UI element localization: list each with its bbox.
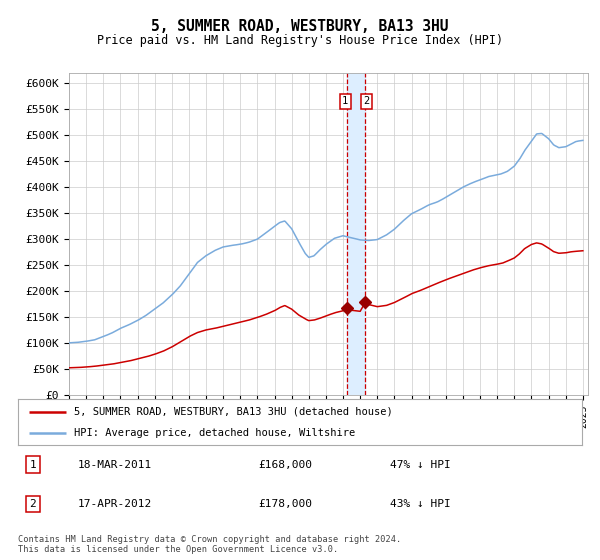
Text: Contains HM Land Registry data © Crown copyright and database right 2024.
This d: Contains HM Land Registry data © Crown c… — [18, 535, 401, 554]
Text: 1: 1 — [342, 96, 349, 106]
Text: 17-APR-2012: 17-APR-2012 — [78, 499, 152, 509]
Text: 5, SUMMER ROAD, WESTBURY, BA13 3HU (detached house): 5, SUMMER ROAD, WESTBURY, BA13 3HU (deta… — [74, 407, 393, 417]
Text: 18-MAR-2011: 18-MAR-2011 — [78, 460, 152, 470]
Text: HPI: Average price, detached house, Wiltshire: HPI: Average price, detached house, Wilt… — [74, 428, 356, 438]
Text: 2: 2 — [29, 499, 37, 509]
Bar — [347, 73, 365, 395]
Text: 47% ↓ HPI: 47% ↓ HPI — [390, 460, 451, 470]
Text: Price paid vs. HM Land Registry's House Price Index (HPI): Price paid vs. HM Land Registry's House … — [97, 34, 503, 47]
Text: 43% ↓ HPI: 43% ↓ HPI — [390, 499, 451, 509]
Text: 2: 2 — [364, 96, 370, 106]
Text: 5, SUMMER ROAD, WESTBURY, BA13 3HU: 5, SUMMER ROAD, WESTBURY, BA13 3HU — [151, 20, 449, 34]
Text: 1: 1 — [29, 460, 37, 470]
Text: £168,000: £168,000 — [258, 460, 312, 470]
Text: £178,000: £178,000 — [258, 499, 312, 509]
